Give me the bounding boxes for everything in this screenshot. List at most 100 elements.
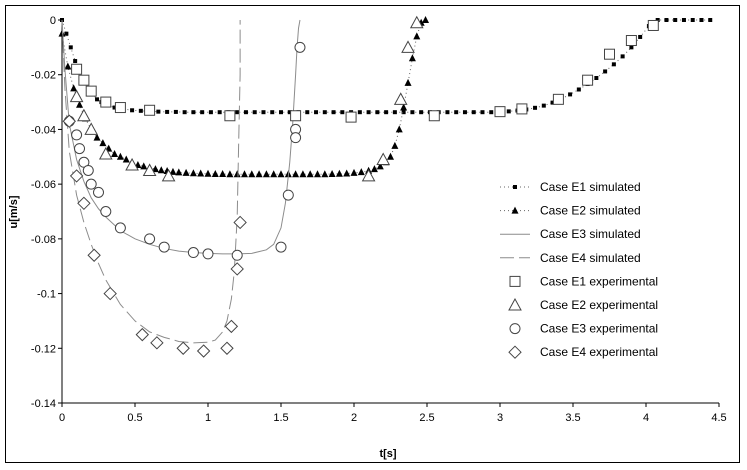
data-point bbox=[138, 108, 143, 113]
data-point bbox=[340, 110, 345, 115]
data-point bbox=[681, 18, 686, 22]
data-point bbox=[197, 169, 205, 177]
data-point bbox=[233, 170, 241, 178]
data-point bbox=[401, 110, 406, 115]
data-point bbox=[114, 102, 126, 114]
data-point bbox=[376, 162, 384, 170]
data-point bbox=[708, 18, 713, 22]
data-point bbox=[248, 170, 256, 178]
legend-entry: Case E1 simulated bbox=[500, 180, 641, 194]
data-point bbox=[350, 168, 358, 176]
data-point bbox=[235, 110, 240, 115]
data-point bbox=[395, 125, 403, 133]
data-point bbox=[335, 169, 343, 177]
data-point bbox=[68, 45, 73, 50]
legend-entry: Case E4 experimental bbox=[508, 345, 658, 359]
data-point bbox=[620, 54, 625, 59]
data-point bbox=[604, 48, 615, 60]
data-point bbox=[366, 110, 371, 115]
data-point bbox=[552, 93, 564, 105]
data-point bbox=[393, 92, 408, 105]
x-tick-label: 1 bbox=[205, 412, 211, 424]
data-point bbox=[690, 18, 695, 22]
legend-label: Case E4 simulated bbox=[540, 251, 641, 265]
series-line bbox=[61, 19, 301, 255]
chart-frame bbox=[5, 5, 740, 463]
legend-swatch-marker bbox=[508, 345, 522, 359]
legend-label: Case E3 experimental bbox=[540, 322, 658, 336]
x-axis-label: t[s] bbox=[379, 448, 396, 460]
data-point bbox=[71, 129, 83, 141]
data-point bbox=[445, 110, 450, 115]
data-point bbox=[62, 114, 77, 128]
x-tick-label: 2.5 bbox=[419, 412, 434, 424]
data-point bbox=[255, 170, 263, 178]
x-tick-label: 3 bbox=[497, 412, 503, 424]
data-point bbox=[314, 170, 321, 178]
data-point bbox=[93, 133, 101, 141]
data-point bbox=[208, 110, 213, 115]
data-point bbox=[357, 168, 365, 176]
data-point bbox=[219, 170, 227, 178]
data-point bbox=[173, 109, 178, 114]
y-tick-label: 0 bbox=[50, 15, 56, 27]
data-point bbox=[392, 110, 397, 115]
data-point bbox=[77, 108, 91, 122]
y-tick-label: -0.02 bbox=[31, 70, 56, 82]
legend-swatch-marker bbox=[508, 297, 522, 311]
data-point bbox=[277, 170, 285, 178]
data-point bbox=[410, 110, 415, 115]
data-point bbox=[85, 85, 97, 97]
y-axis-label: u[m/s] bbox=[8, 195, 20, 228]
data-point bbox=[376, 152, 391, 166]
data-point bbox=[506, 109, 511, 114]
data-point bbox=[114, 222, 126, 234]
x-tick-label: 1.5 bbox=[273, 412, 288, 424]
axes: 0-0.02-0.04-0.06-0.08-0.1-0.12-0.140 0.5 1… bbox=[31, 15, 727, 424]
data-point bbox=[69, 169, 84, 183]
data-point bbox=[471, 110, 476, 115]
data-point bbox=[211, 170, 219, 178]
legend-entry: Case E1 experimental bbox=[509, 274, 658, 288]
data-point bbox=[384, 110, 389, 115]
series-6 bbox=[69, 15, 424, 182]
series-line bbox=[61, 19, 241, 344]
data-point bbox=[576, 87, 581, 92]
y-tick-label: -0.08 bbox=[31, 234, 56, 246]
legend-label: Case E3 simulated bbox=[540, 227, 641, 241]
data-point bbox=[142, 163, 157, 176]
legend: Case E1 simulated Case E2 simulated Case E… bbox=[500, 180, 658, 359]
x-tick-label: 2 bbox=[351, 412, 357, 424]
data-point bbox=[169, 167, 177, 175]
data-point bbox=[99, 139, 107, 147]
data-point bbox=[73, 59, 78, 64]
data-point bbox=[82, 164, 94, 176]
data-point bbox=[71, 63, 83, 75]
data-point bbox=[409, 15, 424, 29]
legend-entry: Case E4 simulated bbox=[500, 251, 641, 265]
legend-label: Case E1 experimental bbox=[540, 274, 658, 288]
data-point bbox=[230, 262, 244, 276]
data-point bbox=[413, 32, 421, 40]
data-point bbox=[220, 341, 234, 355]
legend-swatch-marker bbox=[513, 185, 517, 189]
series-2 bbox=[58, 16, 430, 178]
data-point bbox=[290, 132, 302, 144]
x-tick-label: 0 bbox=[59, 412, 65, 424]
data-point bbox=[182, 110, 187, 115]
data-point bbox=[130, 108, 135, 113]
data-point bbox=[241, 170, 248, 178]
data-point bbox=[116, 152, 124, 160]
x-tick-label: 3.5 bbox=[565, 412, 580, 424]
data-point bbox=[231, 249, 243, 261]
data-point bbox=[226, 170, 234, 178]
y-tick-label: -0.12 bbox=[31, 343, 56, 355]
series-1 bbox=[60, 18, 713, 115]
data-point bbox=[282, 189, 294, 201]
data-point bbox=[187, 247, 199, 259]
data-point bbox=[176, 341, 190, 355]
data-point bbox=[594, 75, 599, 80]
data-point bbox=[125, 157, 139, 171]
x-tick-label: 4 bbox=[643, 412, 649, 424]
